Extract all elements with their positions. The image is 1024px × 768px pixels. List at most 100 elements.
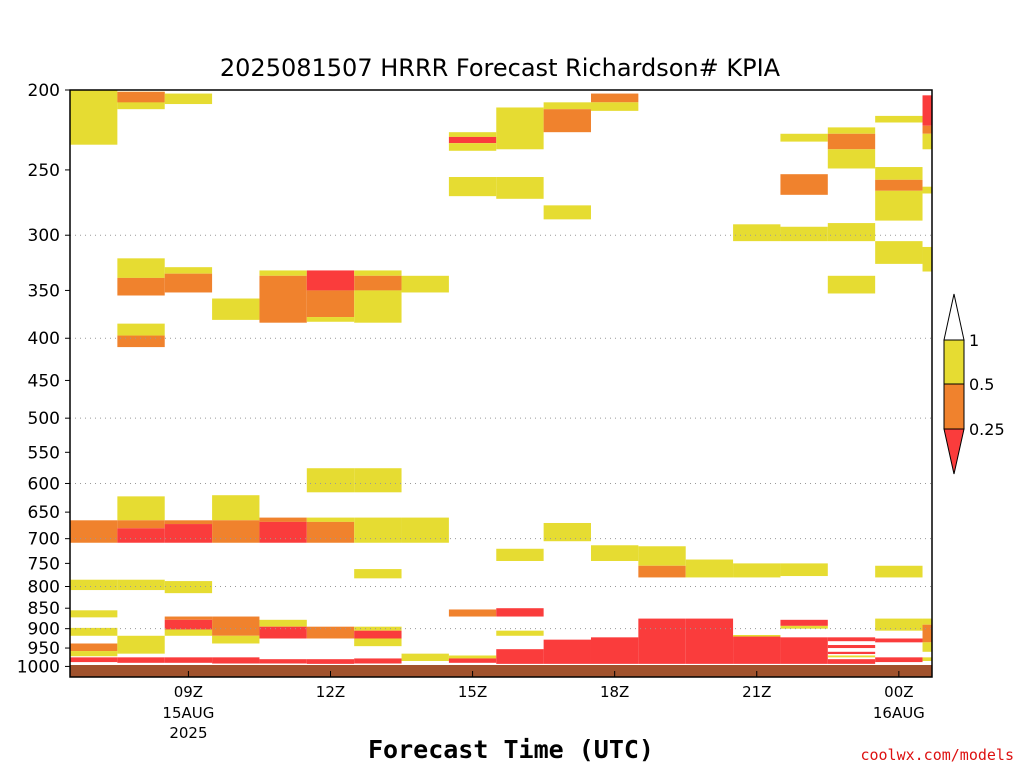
y-tick-label: 600 xyxy=(28,474,60,494)
heatmap-cell xyxy=(638,618,686,666)
heatmap-cell xyxy=(733,634,781,637)
heatmap-cell xyxy=(164,581,213,594)
heatmap-cell xyxy=(259,626,307,639)
heatmap-cell xyxy=(448,136,497,144)
heatmap-cell xyxy=(70,651,118,657)
heatmap-cell xyxy=(212,298,260,320)
heatmap-cell xyxy=(164,524,213,543)
heatmap-cell xyxy=(164,657,213,663)
heatmap-cell xyxy=(306,626,355,639)
heatmap-cell xyxy=(259,521,307,543)
y-axis: 200 250 300 350 400 450 500 550 600 650 700 750 8008… xyxy=(17,81,70,677)
heatmap-cell xyxy=(164,520,213,525)
heatmap-cell xyxy=(922,95,932,126)
heatmap-cell xyxy=(780,637,828,665)
heatmap-cell xyxy=(875,241,923,264)
heatmap-cell xyxy=(827,223,876,242)
x-axis: 09Z 15AUG 2025 12Z 15Z 18Z 21Z 00Z 16AUG xyxy=(162,671,925,742)
heatmap-cell xyxy=(448,132,497,137)
plot-frame xyxy=(69,89,933,678)
heatmap-cell xyxy=(922,186,932,194)
heatmap-cell xyxy=(354,630,402,639)
y-tick-label: 350 xyxy=(28,281,60,301)
colorbar-label: 1 xyxy=(969,331,979,350)
heatmap-cell xyxy=(496,649,544,665)
heatmap-cell xyxy=(117,635,165,654)
heatmap-cell xyxy=(827,645,876,649)
x-tick-sublabel: 16AUG xyxy=(873,704,925,722)
y-tick-label: 250 xyxy=(28,161,60,181)
heatmap-cell xyxy=(448,609,497,617)
heatmap-cell xyxy=(922,618,932,625)
heatmap-cell xyxy=(259,659,307,664)
heatmap-cell xyxy=(543,205,591,220)
colorbar-bin-orange xyxy=(943,383,965,430)
heatmap-cell xyxy=(827,651,876,655)
heatmap-cell xyxy=(922,125,932,134)
heatmap-cell xyxy=(638,546,686,566)
colorbar-label: 0.5 xyxy=(969,375,994,394)
heatmap-cell xyxy=(70,627,118,636)
y-tick-label: 750 xyxy=(28,554,60,574)
credit-link[interactable]: coolwx.com/models xyxy=(860,746,1014,764)
heatmap-cell xyxy=(922,133,932,150)
y-tick-label: 800 xyxy=(28,577,60,597)
heatmap-cell xyxy=(875,657,923,663)
heatmap-cell xyxy=(543,522,591,542)
heatmap-cell xyxy=(875,565,923,578)
heatmap-cell xyxy=(164,629,213,636)
y-tick-label: 1000 xyxy=(17,657,60,677)
heatmap-cell xyxy=(306,317,355,322)
y-tick-label: 700 xyxy=(28,530,60,550)
y-tick-label: 400 xyxy=(28,329,60,349)
y-tick-label: 200 xyxy=(28,81,60,101)
heatmap-cell xyxy=(354,569,402,579)
heatmap-cell xyxy=(117,579,165,591)
heatmap-cell xyxy=(590,545,639,561)
heatmap-cell xyxy=(401,275,449,293)
heatmap-cell xyxy=(827,149,876,169)
heatmap-cell xyxy=(590,93,639,103)
heatmap-cell xyxy=(259,517,307,522)
heatmap-cell xyxy=(733,224,781,242)
heatmap-cell xyxy=(922,642,932,652)
heatmap-cell xyxy=(827,127,876,134)
heatmap-cell xyxy=(733,636,781,665)
x-tick-label: 00Z xyxy=(884,683,913,701)
heatmap-cell xyxy=(496,608,544,617)
heatmap-cell xyxy=(780,625,828,629)
heatmap-cell xyxy=(259,275,307,323)
heatmap-cell xyxy=(306,521,355,543)
heatmap-cell xyxy=(922,657,932,662)
heatmap-cell xyxy=(875,179,923,191)
heatmap-cell xyxy=(354,270,402,276)
heatmap-cell xyxy=(638,565,686,578)
heatmap-cell xyxy=(496,630,544,636)
heatmap-cell xyxy=(827,637,876,642)
heatmap-cell xyxy=(448,143,497,151)
heatmap-cell xyxy=(117,496,165,521)
heatmap-cell xyxy=(70,657,118,663)
heatmap-cell xyxy=(164,273,213,293)
heatmap-cell xyxy=(922,624,932,643)
heatmap-cell xyxy=(306,517,355,522)
heatmap-cell xyxy=(306,290,355,318)
colorbar-bottom-arrow xyxy=(943,428,965,475)
y-tick-label: 500 xyxy=(28,409,60,429)
x-axis-label: Forecast Time (UTC) xyxy=(368,735,654,764)
heatmap-cell xyxy=(117,520,165,529)
x-tick-label: 09Z xyxy=(174,683,203,701)
x-tick-label: 18Z xyxy=(600,683,629,701)
heatmap-cell xyxy=(685,559,734,578)
heatmap-cell xyxy=(875,190,923,221)
y-tick-label: 650 xyxy=(28,503,60,523)
heatmap-cell xyxy=(70,643,118,652)
heatmap-cell xyxy=(354,290,402,323)
heatmap-cell xyxy=(922,246,932,272)
heatmap-cell xyxy=(164,93,213,105)
x-tick-label: 21Z xyxy=(742,683,771,701)
heatmap-cell xyxy=(164,267,213,274)
heatmap-cell xyxy=(543,639,591,666)
heatmap-cell xyxy=(70,610,118,618)
y-tick-label: 550 xyxy=(28,443,60,463)
